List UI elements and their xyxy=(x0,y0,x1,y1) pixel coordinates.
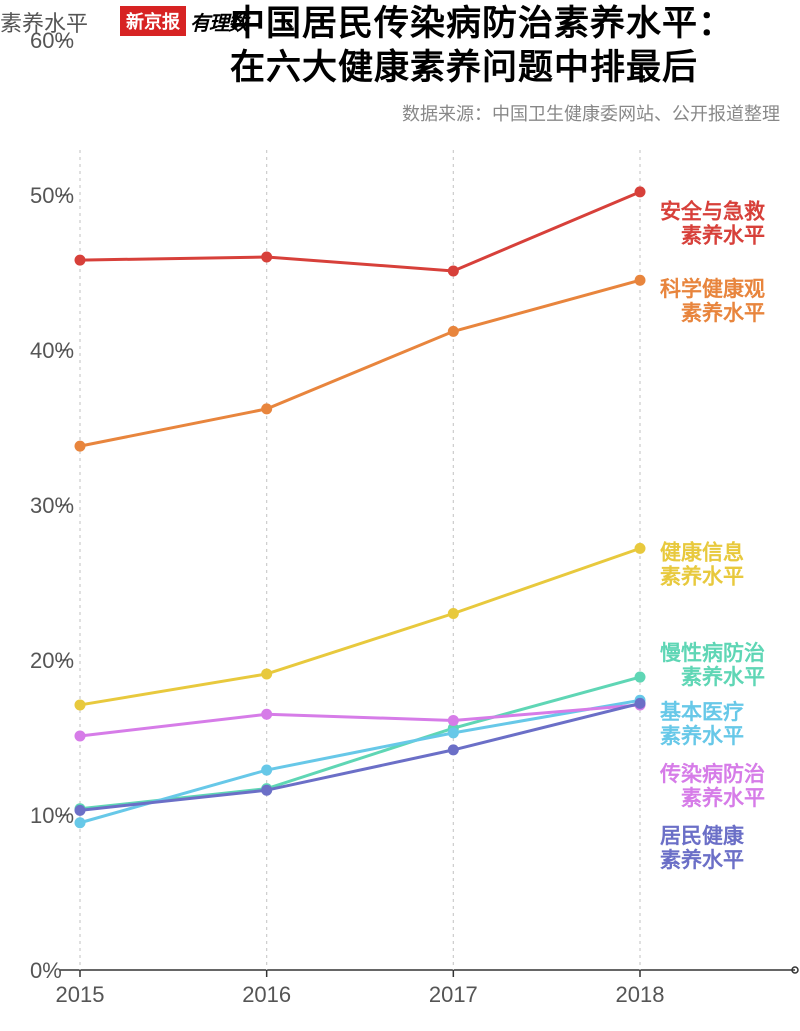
series-marker xyxy=(75,699,86,710)
series-marker xyxy=(261,765,272,776)
x-tick-label: 2016 xyxy=(242,982,291,1007)
series-label: 传染病防治 xyxy=(659,762,765,786)
series-line xyxy=(80,548,640,705)
series-label: 素养水平 xyxy=(681,301,765,325)
series-marker xyxy=(75,441,86,452)
series-marker xyxy=(635,275,646,286)
series-label: 素养水平 xyxy=(660,724,744,748)
y-tick-label: 0% xyxy=(30,958,62,983)
series-marker xyxy=(75,817,86,828)
series-marker xyxy=(448,715,459,726)
series-line xyxy=(80,280,640,446)
series-label: 健康信息 xyxy=(660,540,744,564)
series-marker xyxy=(448,265,459,276)
series-marker xyxy=(635,672,646,683)
series-marker xyxy=(635,543,646,554)
series-label: 素养水平 xyxy=(681,665,765,689)
series-marker xyxy=(448,326,459,337)
x-tick-label: 2017 xyxy=(429,982,478,1007)
series-label: 素养水平 xyxy=(660,848,744,872)
series-marker xyxy=(635,698,646,709)
series-marker xyxy=(448,608,459,619)
series-line xyxy=(80,192,640,271)
series-label: 慢性病防治 xyxy=(660,641,765,665)
series-label: 素养水平 xyxy=(681,786,765,810)
series-marker xyxy=(635,186,646,197)
series-marker xyxy=(448,727,459,738)
series-marker xyxy=(261,785,272,796)
line-chart: 0%10%20%30%40%50%60%2015201620172018安全与急… xyxy=(0,30,800,1031)
series-label: 科学健康观 xyxy=(660,277,765,301)
series-marker xyxy=(75,805,86,816)
series-line xyxy=(80,705,640,736)
x-tick-label: 2015 xyxy=(56,982,105,1007)
x-tick-label: 2018 xyxy=(616,982,665,1007)
series-label: 素养水平 xyxy=(681,223,765,247)
series-marker xyxy=(261,668,272,679)
series-marker xyxy=(261,403,272,414)
series-marker xyxy=(75,255,86,266)
series-label: 居民健康 xyxy=(660,824,745,848)
y-tick-label: 60% xyxy=(30,30,74,53)
series-marker xyxy=(75,730,86,741)
series-label: 素养水平 xyxy=(660,564,744,588)
series-marker xyxy=(261,709,272,720)
series-marker xyxy=(448,744,459,755)
series-label: 基本医疗 xyxy=(660,700,744,724)
series-marker xyxy=(261,252,272,263)
series-line xyxy=(80,677,640,809)
series-label: 安全与急救 xyxy=(660,199,765,223)
